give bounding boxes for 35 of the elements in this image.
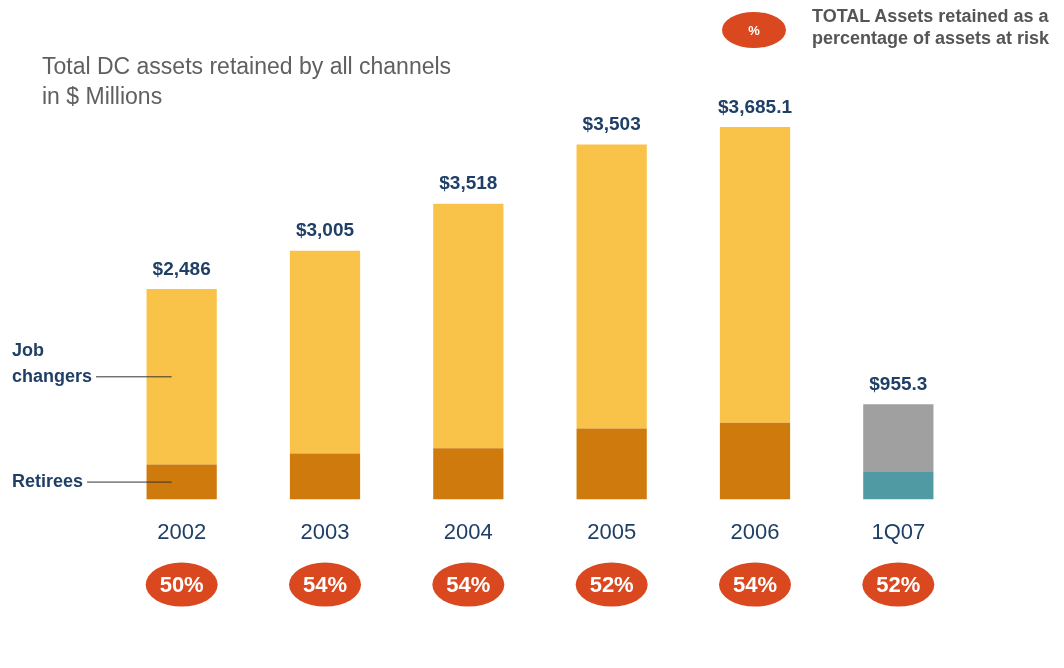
text: TOTAL Assets retained as a percentage of assets at risk — [812, 6, 1051, 50]
bar — [289, 250, 361, 454]
bar — [433, 203, 504, 449]
bar — [146, 464, 217, 500]
bar — [289, 453, 361, 500]
bar — [576, 428, 647, 500]
bar — [433, 448, 504, 500]
annotation: $2,486 — [152, 257, 211, 279]
annotation: $3,503 — [582, 113, 641, 135]
bar — [576, 144, 647, 429]
x-tick-label: 2006 — [730, 518, 780, 544]
bar — [863, 404, 934, 473]
annotation: $3,518 — [439, 172, 498, 194]
bar — [863, 472, 934, 500]
text: Retirees — [12, 471, 84, 492]
annotation: $3,005 — [295, 219, 355, 241]
text: 52% — [589, 571, 634, 597]
annotation: $3,685.1 — [718, 95, 793, 117]
x-tick-label: 2003 — [300, 518, 350, 544]
bar — [146, 289, 217, 465]
text: 50% — [159, 571, 204, 597]
bar — [719, 422, 791, 500]
x-tick-label: 2004 — [443, 518, 493, 544]
text: 54% — [446, 571, 491, 597]
x-tick-label: 2002 — [157, 518, 207, 544]
x-tick-label: 1Q07 — [871, 518, 926, 544]
text: Job changers — [12, 339, 93, 386]
text: 52% — [876, 571, 921, 597]
bar — [719, 127, 791, 423]
annotation: $955.3 — [869, 372, 928, 394]
percent-oval-icon: % — [722, 12, 786, 48]
text: 54% — [302, 571, 348, 597]
chart-title: Total DC assets retained by all channels in $ Millions — [42, 52, 453, 111]
text: 54% — [732, 571, 778, 597]
x-tick-label: 2005 — [587, 518, 637, 544]
